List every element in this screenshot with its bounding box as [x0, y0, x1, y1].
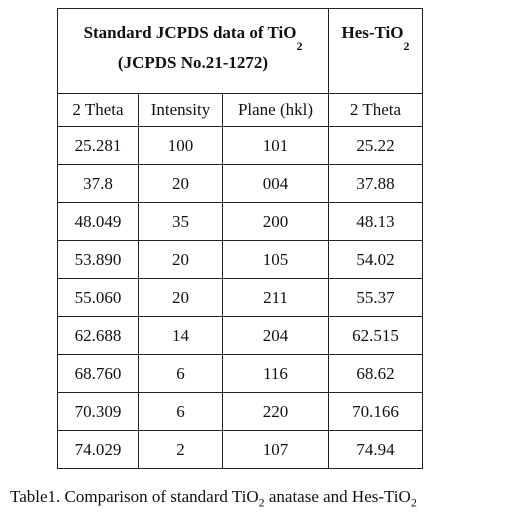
- table-cell: 68.760: [57, 354, 139, 393]
- table-cell: 211: [222, 278, 329, 317]
- table-row: 55.060 20 211 55.37: [57, 278, 423, 317]
- table-cell: 20: [138, 240, 223, 279]
- table-row: 25.281 100 101 25.22: [57, 126, 423, 165]
- table-cell: 14: [138, 316, 223, 355]
- column-row: 2 Theta Intensity Plane (hkl) 2 Theta: [57, 93, 423, 127]
- header-reference: (JCPDS No.21-1272): [117, 53, 269, 72]
- table-cell: 004: [222, 164, 329, 203]
- table-cell: 200: [222, 202, 329, 241]
- table-cell: 20: [138, 278, 223, 317]
- table-cell: 6: [138, 354, 223, 393]
- table-cell: 74.94: [328, 430, 423, 469]
- table-cell: 55.060: [57, 278, 139, 317]
- table-cell: 62.688: [57, 316, 139, 355]
- column-header: Plane (hkl): [222, 93, 329, 127]
- table-cell: 68.62: [328, 354, 423, 393]
- table-cell: 105: [222, 240, 329, 279]
- header-title: Standard JCPDS data of TiO: [83, 23, 297, 42]
- table-row: 48.049 35 200 48.13: [57, 202, 423, 241]
- table-cell: 35: [138, 202, 223, 241]
- table-cell: 70.166: [328, 392, 423, 431]
- table-cell: 20: [138, 164, 223, 203]
- table-cell: 116: [222, 354, 329, 393]
- table-row: 74.029 2 107 74.94: [57, 430, 423, 469]
- caption-text: anatase and Hes-TiO: [264, 487, 411, 506]
- caption-text: Table1. Comparison of standard TiO: [10, 487, 259, 506]
- table-cell: 37.8: [57, 164, 139, 203]
- table-cell: 6: [138, 392, 223, 431]
- table-row: 68.760 6 116 68.62: [57, 354, 423, 393]
- table-cell: 48.049: [57, 202, 139, 241]
- table-cell: 220: [222, 392, 329, 431]
- table-cell: 107: [222, 430, 329, 469]
- table-cell: 53.890: [57, 240, 139, 279]
- table-cell: 100: [138, 126, 223, 165]
- header-cell: Standard JCPDS data of TiO2 (JCPDS No.21…: [57, 8, 329, 94]
- subscript: 2: [410, 495, 417, 510]
- table-cell: 55.37: [328, 278, 423, 317]
- header-row: Standard JCPDS data of TiO2 (JCPDS No.21…: [57, 8, 423, 94]
- table-cell: 2: [138, 430, 223, 469]
- table-cell: 204: [222, 316, 329, 355]
- table-cell: 101: [222, 126, 329, 165]
- subscript: 2: [258, 495, 265, 510]
- column-header: Intensity: [138, 93, 223, 127]
- table-row: 62.688 14 204 62.515: [57, 316, 423, 355]
- table-cell: 74.029: [57, 430, 139, 469]
- column-header: 2 Theta: [328, 93, 423, 127]
- table-cell: 48.13: [328, 202, 423, 241]
- subscript: 2: [296, 39, 303, 53]
- table-row: 70.309 6 220 70.166: [57, 392, 423, 431]
- column-header: 2 Theta: [57, 93, 139, 127]
- table-cell: 37.88: [328, 164, 423, 203]
- table-cell: 25.22: [328, 126, 423, 165]
- table-row: 53.890 20 105 54.02: [57, 240, 423, 279]
- data-table: Standard JCPDS data of TiO2 (JCPDS No.21…: [57, 8, 423, 469]
- table-cell: 62.515: [328, 316, 423, 355]
- header-cell: Hes-TiO2: [328, 8, 423, 94]
- subscript: 2: [403, 39, 410, 53]
- table-cell: 25.281: [57, 126, 139, 165]
- table-row: 37.8 20 004 37.88: [57, 164, 423, 203]
- table-cell: 70.309: [57, 392, 139, 431]
- table-cell: 54.02: [328, 240, 423, 279]
- caption: Table1. Comparison of standard TiO2 anat…: [10, 487, 417, 510]
- header-title: Hes-TiO: [341, 23, 404, 42]
